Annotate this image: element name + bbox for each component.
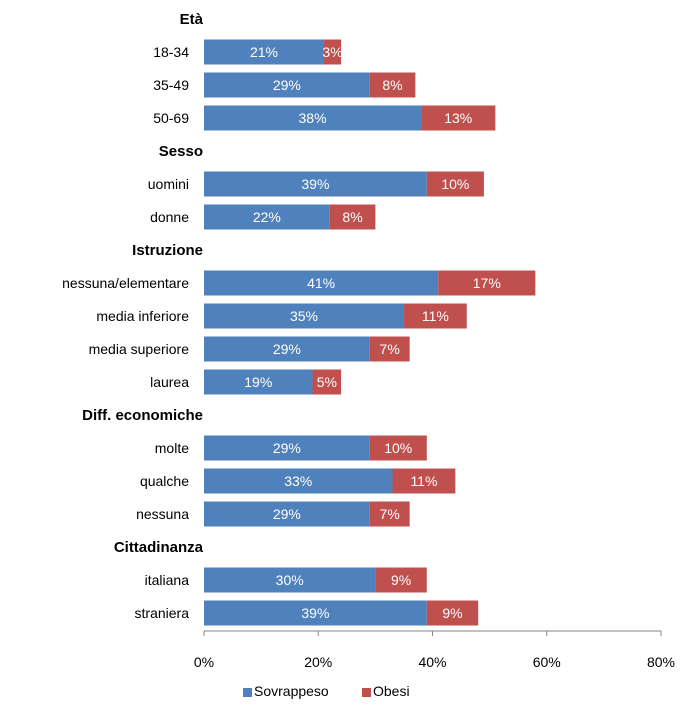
- bar-obesi: [426, 600, 479, 626]
- bar-obesi: [312, 369, 342, 395]
- bar-obesi: [369, 336, 410, 362]
- bar-sovrappeso: [204, 369, 313, 395]
- category-label: 18-34: [153, 44, 189, 60]
- data-label: 13%: [444, 110, 472, 126]
- data-label: 9%: [442, 605, 462, 621]
- x-tick-label: 40%: [418, 654, 446, 670]
- category-label: uomini: [148, 176, 189, 192]
- bar-obesi: [323, 39, 342, 65]
- bar-sovrappeso: [204, 468, 393, 494]
- bar-sovrappeso: [204, 435, 370, 461]
- data-label: 22%: [253, 209, 281, 225]
- data-label: 39%: [301, 605, 329, 621]
- data-label: 21%: [250, 44, 278, 60]
- bar-sovrappeso: [204, 105, 422, 131]
- data-label: 5%: [317, 374, 337, 390]
- data-label: 10%: [384, 440, 412, 456]
- category-label: 35-49: [153, 77, 189, 93]
- category-label: qualche: [140, 473, 189, 489]
- x-tick-label: 0%: [194, 654, 214, 670]
- x-tick-label: 80%: [647, 654, 675, 670]
- data-label: 9%: [391, 572, 411, 588]
- category-label: italiana: [145, 572, 190, 588]
- data-label: 29%: [273, 341, 301, 357]
- category-label: straniera: [135, 605, 190, 621]
- bar-obesi: [375, 567, 427, 593]
- group-label: Diff. economiche: [82, 407, 203, 424]
- bar-obesi: [329, 204, 376, 230]
- category-label: 50-69: [153, 110, 189, 126]
- data-label: 3%: [322, 44, 342, 60]
- bar-obesi: [438, 270, 536, 296]
- bar-obesi: [392, 468, 456, 494]
- bar-sovrappeso: [204, 204, 330, 230]
- bar-obesi: [369, 435, 427, 461]
- category-label: donne: [150, 209, 189, 225]
- data-label: 38%: [299, 110, 327, 126]
- bar-sovrappeso: [204, 336, 370, 362]
- legend-label: Sovrappeso: [254, 683, 329, 699]
- legend-swatch: [362, 688, 371, 697]
- labels-layer: Età 18-34 21% 3% 35-49 29% 8% 50-69 38% 13% Sesso u…: [62, 11, 501, 621]
- bar-sovrappeso: [204, 600, 427, 626]
- bar-obesi: [421, 105, 496, 131]
- category-label: media superiore: [89, 341, 190, 357]
- data-label: 11%: [410, 473, 437, 489]
- bar-obesi: [369, 501, 410, 527]
- data-label: 29%: [273, 77, 301, 93]
- bar-obesi: [403, 303, 467, 329]
- legend-swatch: [243, 688, 252, 697]
- bars-layer: [204, 39, 536, 626]
- data-label: 35%: [290, 308, 318, 324]
- legend: Sovrappeso Obesi: [243, 683, 410, 699]
- bar-sovrappeso: [204, 303, 404, 329]
- x-axis: 0% 20% 40% 60% 80%: [194, 630, 675, 670]
- data-label: 8%: [342, 209, 362, 225]
- bar-obesi: [426, 171, 484, 197]
- data-label: 7%: [380, 341, 400, 357]
- group-label: Istruzione: [132, 242, 203, 259]
- group-label: Sesso: [159, 143, 203, 160]
- legend-label: Obesi: [373, 683, 410, 699]
- category-label: media inferiore: [96, 308, 189, 324]
- data-label: 8%: [382, 77, 402, 93]
- bar-obesi: [369, 72, 416, 98]
- data-label: 19%: [244, 374, 272, 390]
- bar-sovrappeso: [204, 567, 376, 593]
- bar-sovrappeso: [204, 171, 427, 197]
- data-label: 39%: [301, 176, 329, 192]
- data-label: 29%: [273, 440, 301, 456]
- data-label: 41%: [307, 275, 335, 291]
- data-label: 11%: [422, 308, 449, 324]
- data-label: 33%: [284, 473, 312, 489]
- bar-sovrappeso: [204, 72, 370, 98]
- data-label: 10%: [441, 176, 469, 192]
- bar-sovrappeso: [204, 39, 324, 65]
- category-label: nessuna/elementare: [62, 275, 189, 291]
- data-label: 7%: [380, 506, 400, 522]
- bar-sovrappeso: [204, 270, 439, 296]
- category-label: molte: [155, 440, 189, 456]
- bar-sovrappeso: [204, 501, 370, 527]
- x-tick-label: 60%: [533, 654, 561, 670]
- data-label: 29%: [273, 506, 301, 522]
- category-label: nessuna: [136, 506, 189, 522]
- data-label: 30%: [276, 572, 304, 588]
- x-tick-label: 20%: [304, 654, 332, 670]
- group-label: Età: [180, 11, 204, 28]
- category-label: laurea: [150, 374, 189, 390]
- group-label: Cittadinanza: [114, 539, 204, 556]
- data-label: 17%: [473, 275, 501, 291]
